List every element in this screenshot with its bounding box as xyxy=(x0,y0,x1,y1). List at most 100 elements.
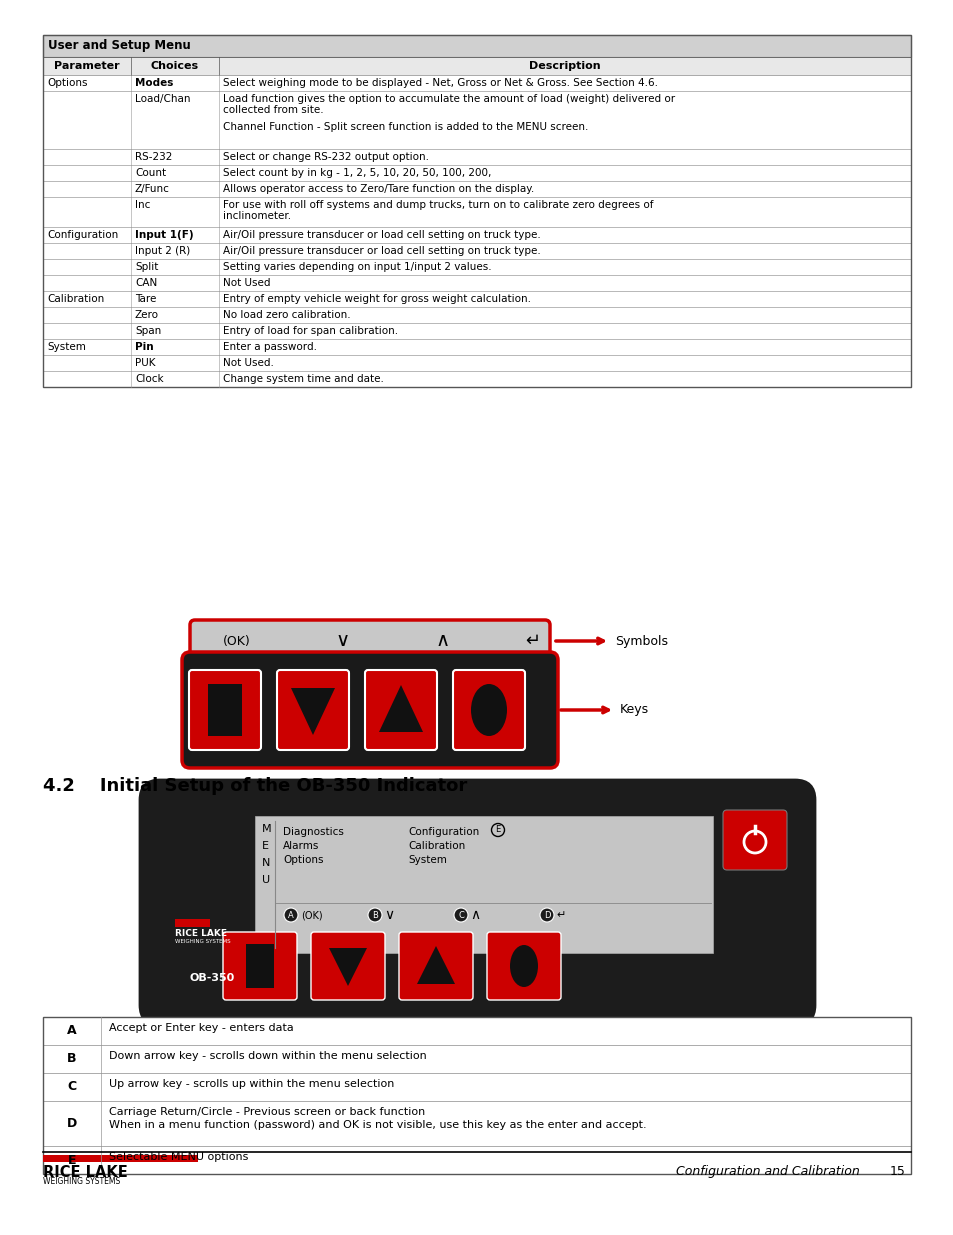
Text: Load function gives the option to accumulate the amount of load (weight) deliver: Load function gives the option to accumu… xyxy=(223,94,675,104)
FancyBboxPatch shape xyxy=(276,671,349,750)
Text: Count: Count xyxy=(135,168,166,178)
Text: M: M xyxy=(262,824,272,834)
Text: Setting varies depending on input 1/input 2 values.: Setting varies depending on input 1/inpu… xyxy=(223,262,491,272)
Text: Symbols: Symbols xyxy=(615,635,667,647)
Text: 4.2    Initial Setup of the OB-350 Indicator: 4.2 Initial Setup of the OB-350 Indicato… xyxy=(43,777,467,795)
Text: ↵: ↵ xyxy=(556,910,565,920)
Text: (OK): (OK) xyxy=(223,635,251,647)
Bar xyxy=(43,1146,910,1174)
Text: User and Setup Menu: User and Setup Menu xyxy=(48,40,191,53)
Ellipse shape xyxy=(454,908,468,923)
FancyBboxPatch shape xyxy=(182,652,558,768)
Text: Load/Chan: Load/Chan xyxy=(135,94,191,104)
Text: collected from site.: collected from site. xyxy=(223,105,323,115)
Text: Select weighing mode to be displayed - Net, Gross or Net & Gross. See Section 4.: Select weighing mode to be displayed - N… xyxy=(223,78,658,88)
Bar xyxy=(174,919,210,927)
Text: Split: Split xyxy=(135,262,158,272)
Text: Allows operator access to Zero/Tare function on the display.: Allows operator access to Zero/Tare func… xyxy=(223,184,534,194)
Bar xyxy=(43,291,910,308)
Text: Select count by in kg - 1, 2, 5, 10, 20, 50, 100, 200,: Select count by in kg - 1, 2, 5, 10, 20,… xyxy=(223,168,491,178)
Text: Pin: Pin xyxy=(135,342,153,352)
Bar xyxy=(43,1155,198,1162)
Bar xyxy=(43,57,910,75)
Text: Z/Func: Z/Func xyxy=(135,184,170,194)
Text: B: B xyxy=(372,910,377,920)
Bar xyxy=(43,182,910,198)
Text: Parameter: Parameter xyxy=(54,61,120,70)
Bar xyxy=(43,259,910,275)
Bar xyxy=(208,684,242,736)
Text: C: C xyxy=(457,910,463,920)
Text: Accept or Enter key - enters data: Accept or Enter key - enters data xyxy=(109,1023,294,1032)
Text: OB-350: OB-350 xyxy=(190,973,235,983)
Text: C: C xyxy=(68,1081,76,1093)
Text: U: U xyxy=(262,876,270,885)
Text: Input 2 (R): Input 2 (R) xyxy=(135,246,190,256)
Bar xyxy=(43,1016,910,1045)
FancyBboxPatch shape xyxy=(189,671,261,750)
Polygon shape xyxy=(329,948,367,986)
Text: D: D xyxy=(67,1116,77,1130)
Text: (OK): (OK) xyxy=(301,910,322,920)
Ellipse shape xyxy=(539,908,554,923)
Text: N: N xyxy=(262,858,270,868)
Text: Not Used.: Not Used. xyxy=(223,358,274,368)
Text: D: D xyxy=(543,910,550,920)
Text: Modes: Modes xyxy=(135,78,173,88)
Polygon shape xyxy=(378,685,422,732)
Text: E: E xyxy=(495,825,500,835)
Text: WEIGHING SYSTEMS: WEIGHING SYSTEMS xyxy=(43,1177,120,1186)
Bar xyxy=(43,198,910,227)
Bar xyxy=(43,1073,910,1100)
Bar xyxy=(43,91,910,149)
Bar xyxy=(43,1016,910,1174)
Ellipse shape xyxy=(284,908,297,923)
Text: A: A xyxy=(67,1025,77,1037)
Text: Inc: Inc xyxy=(135,200,151,210)
Text: Air/Oil pressure transducer or load cell setting on truck type.: Air/Oil pressure transducer or load cell… xyxy=(223,246,540,256)
Text: Input 1(F): Input 1(F) xyxy=(135,230,193,240)
Text: B: B xyxy=(67,1052,76,1066)
Text: Diagnostics: Diagnostics xyxy=(283,827,343,837)
FancyBboxPatch shape xyxy=(190,620,550,662)
Text: Zero: Zero xyxy=(135,310,159,320)
Text: 15: 15 xyxy=(889,1165,905,1178)
Text: Down arrow key - scrolls down within the menu selection: Down arrow key - scrolls down within the… xyxy=(109,1051,426,1061)
Bar xyxy=(43,35,910,387)
Text: ∨: ∨ xyxy=(335,631,350,651)
Text: Entry of load for span calibration.: Entry of load for span calibration. xyxy=(223,326,397,336)
Bar xyxy=(43,308,910,324)
Bar xyxy=(43,35,910,57)
Text: E: E xyxy=(262,841,269,851)
Text: Carriage Return/Circle - Previous screen or back function: Carriage Return/Circle - Previous screen… xyxy=(109,1107,425,1116)
Bar xyxy=(43,227,910,243)
Text: RICE LAKE: RICE LAKE xyxy=(43,1165,128,1179)
Text: ∧: ∧ xyxy=(436,631,450,651)
Text: Enter a password.: Enter a password. xyxy=(223,342,316,352)
Bar xyxy=(43,243,910,259)
Text: RS-232: RS-232 xyxy=(135,152,172,162)
Text: Choices: Choices xyxy=(151,61,199,70)
Text: For use with roll off systems and dump trucks, turn on to calibrate zero degrees: For use with roll off systems and dump t… xyxy=(223,200,653,210)
Polygon shape xyxy=(416,946,455,984)
FancyBboxPatch shape xyxy=(453,671,524,750)
Text: Alarms: Alarms xyxy=(283,841,319,851)
Text: System: System xyxy=(47,342,86,352)
Text: WEIGHING SYSTEMS: WEIGHING SYSTEMS xyxy=(174,939,231,944)
Ellipse shape xyxy=(368,908,381,923)
FancyBboxPatch shape xyxy=(311,932,385,1000)
Bar xyxy=(43,165,910,182)
Bar xyxy=(43,1045,910,1073)
Text: Calibration: Calibration xyxy=(408,841,465,851)
Bar xyxy=(43,370,910,387)
Text: Selectable MENU options: Selectable MENU options xyxy=(109,1152,248,1162)
Text: Configuration: Configuration xyxy=(408,827,478,837)
Text: When in a menu function (password) and OK is not visible, use this key as the en: When in a menu function (password) and O… xyxy=(109,1120,646,1130)
Text: Configuration: Configuration xyxy=(47,230,118,240)
Bar xyxy=(43,324,910,338)
Text: Up arrow key - scrolls up within the menu selection: Up arrow key - scrolls up within the men… xyxy=(109,1079,394,1089)
Text: Options: Options xyxy=(283,855,323,864)
Text: CAN: CAN xyxy=(135,278,157,288)
Text: Channel Function - Split screen function is added to the MENU screen.: Channel Function - Split screen function… xyxy=(223,122,588,132)
Ellipse shape xyxy=(510,945,537,987)
